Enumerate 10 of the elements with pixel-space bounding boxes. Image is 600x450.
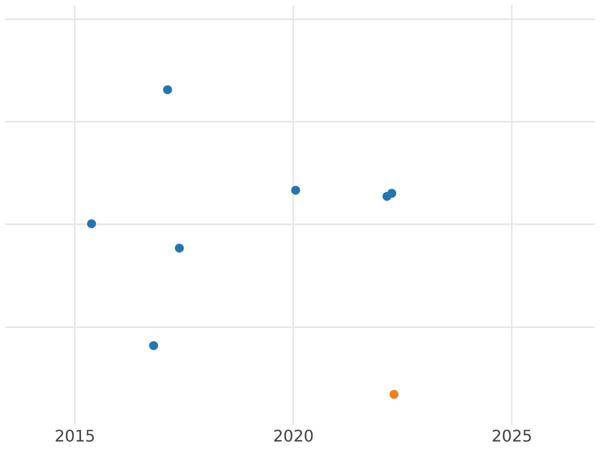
point <box>291 186 300 195</box>
x-tick-label: 2020 <box>273 426 314 446</box>
point <box>149 341 158 350</box>
point <box>163 85 172 94</box>
point <box>174 244 184 253</box>
x-tick-label: 2025 <box>492 426 532 446</box>
point <box>87 219 96 228</box>
point <box>387 188 396 198</box>
x-tick-label: 2015 <box>54 426 96 446</box>
point <box>389 390 398 399</box>
